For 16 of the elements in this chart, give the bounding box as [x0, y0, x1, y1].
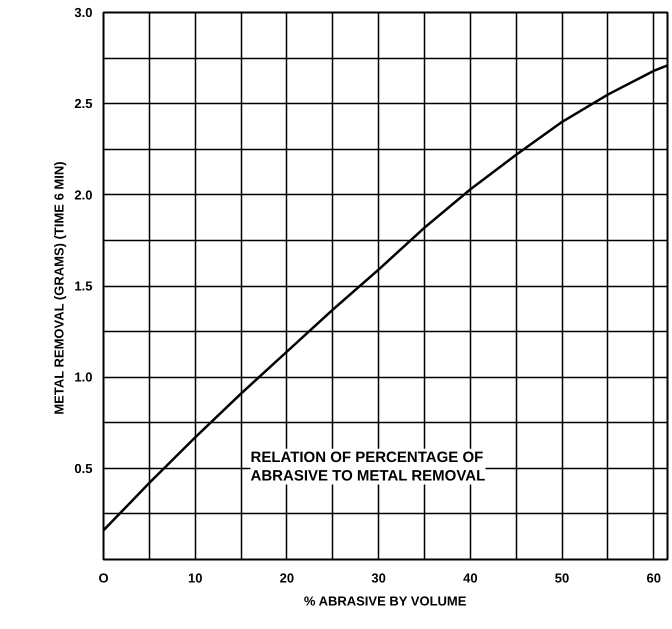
x-tick-label: 30 — [371, 570, 386, 586]
y-tick-label: 2.5 — [74, 96, 93, 112]
y-tick-label: 2.0 — [74, 187, 93, 202]
y-tick-label: 3.0 — [74, 5, 93, 20]
y-axis-title: METAL REMOVAL (GRAMS) (TIME 6 MIN) — [51, 161, 66, 415]
x-tick-label: 10 — [188, 570, 202, 586]
x-tick-label: 20 — [280, 570, 294, 586]
annotation: RELATION OF PERCENTAGE OF ABRASIVE TO METAL REMOVAL — [250, 448, 486, 484]
x-tick-label: O — [98, 570, 109, 586]
x-axis-title: % ABRASIVE BY VOLUME — [304, 594, 467, 608]
y-tick-label: 1.5 — [74, 278, 93, 294]
x-tick-label: 50 — [554, 570, 570, 586]
y-tick-label: 0.5 — [74, 460, 93, 476]
x-tick-label: 60 — [646, 570, 661, 586]
y-tick-label: 1.0 — [74, 370, 93, 385]
x-tick-label: 40 — [463, 570, 478, 586]
